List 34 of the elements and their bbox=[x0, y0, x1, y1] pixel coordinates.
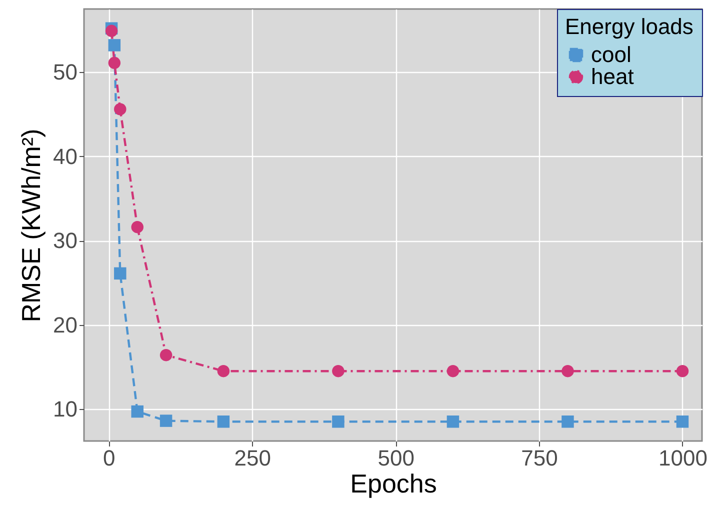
y-tick-label: 20 bbox=[53, 312, 78, 338]
point bbox=[108, 56, 121, 70]
point bbox=[446, 364, 460, 378]
legend-label: heat bbox=[591, 64, 634, 89]
legend-title: Energy loads bbox=[565, 14, 694, 39]
point bbox=[332, 416, 344, 428]
x-tick-label: 250 bbox=[234, 446, 271, 470]
x-axis-title: Epochs bbox=[350, 468, 437, 498]
x-tick-label: 0 bbox=[103, 446, 116, 470]
point bbox=[676, 416, 689, 428]
point bbox=[446, 416, 460, 428]
point bbox=[332, 364, 344, 378]
x-tick-label: 500 bbox=[378, 446, 414, 470]
point bbox=[131, 220, 144, 234]
point bbox=[676, 364, 689, 378]
x-tick-label: 1000 bbox=[658, 446, 708, 470]
point bbox=[217, 416, 230, 428]
point bbox=[160, 348, 172, 362]
point bbox=[562, 364, 574, 378]
point bbox=[217, 364, 230, 378]
point bbox=[108, 39, 121, 52]
point bbox=[160, 414, 172, 427]
y-tick-label: 50 bbox=[53, 60, 78, 85]
y-axis-title: RMSE (KWh/m²) bbox=[16, 128, 46, 322]
y-tick-label: 30 bbox=[53, 228, 78, 254]
y-tick-label: 10 bbox=[53, 396, 78, 422]
point bbox=[114, 267, 126, 280]
point bbox=[562, 416, 574, 428]
point bbox=[105, 24, 118, 38]
legend-label: cool bbox=[591, 42, 632, 67]
x-tick-label: 750 bbox=[521, 446, 558, 470]
y-tick-label: 40 bbox=[53, 144, 78, 169]
point bbox=[114, 103, 126, 116]
point bbox=[131, 405, 144, 418]
